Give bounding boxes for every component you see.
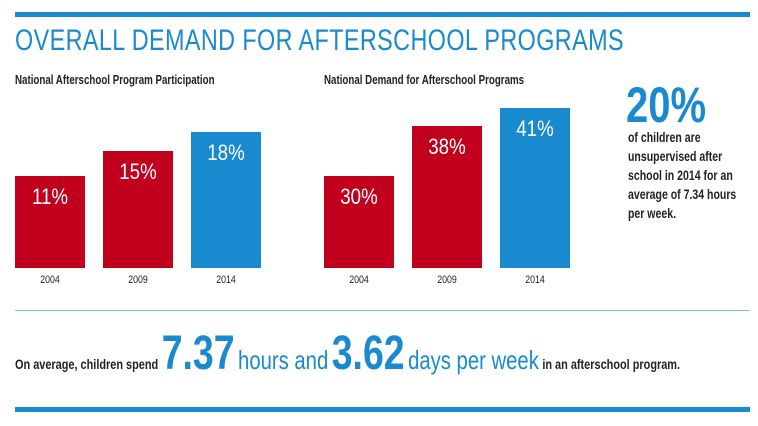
bar-value-label: 30% (340, 183, 378, 209)
bar-value-label: 41% (516, 115, 554, 141)
callout-text: of children are unsupervised after schoo… (628, 130, 737, 221)
bar-value-label: 15% (119, 159, 157, 184)
bar-value-label: 18% (207, 140, 245, 166)
bar-value-label: 38% (428, 134, 466, 160)
bar-2009 (412, 126, 482, 268)
x-tick-label: 2004 (349, 274, 369, 286)
divider (15, 310, 750, 311)
callout-stat: 20% (626, 77, 707, 133)
bar-2004 (324, 175, 394, 268)
summary-prefix: On average, children spend (15, 356, 159, 372)
page-title: OVERALL DEMAND FOR AFTERSCHOOL PROGRAMS (15, 24, 624, 57)
x-tick-label: 2009 (128, 274, 148, 286)
summary-line: On average, children spend 7.37 hours an… (15, 326, 680, 381)
hours-value: 7.37 (161, 327, 235, 380)
days-text: days per week (408, 345, 539, 375)
chart-2-title: National Demand for Afterschool Programs (324, 72, 525, 87)
bottom-rule (15, 407, 750, 412)
bar-2009 (103, 151, 173, 268)
top-rule (15, 12, 750, 17)
bar-value-label: 11% (31, 184, 69, 210)
x-tick-label: 2014 (216, 274, 236, 286)
chart-1-title: National Afterschool Program Participati… (15, 72, 215, 87)
hours-text: hours and (238, 345, 329, 375)
bar-2004 (15, 176, 85, 268)
bar-2014 (191, 132, 261, 268)
days-value: 3.62 (331, 327, 405, 380)
x-tick-label: 2009 (437, 274, 457, 286)
x-tick-label: 2014 (525, 274, 545, 286)
bar-2014 (500, 107, 570, 268)
summary-suffix: in an afterschool program. (542, 356, 681, 372)
x-tick-label: 2004 (40, 274, 60, 286)
